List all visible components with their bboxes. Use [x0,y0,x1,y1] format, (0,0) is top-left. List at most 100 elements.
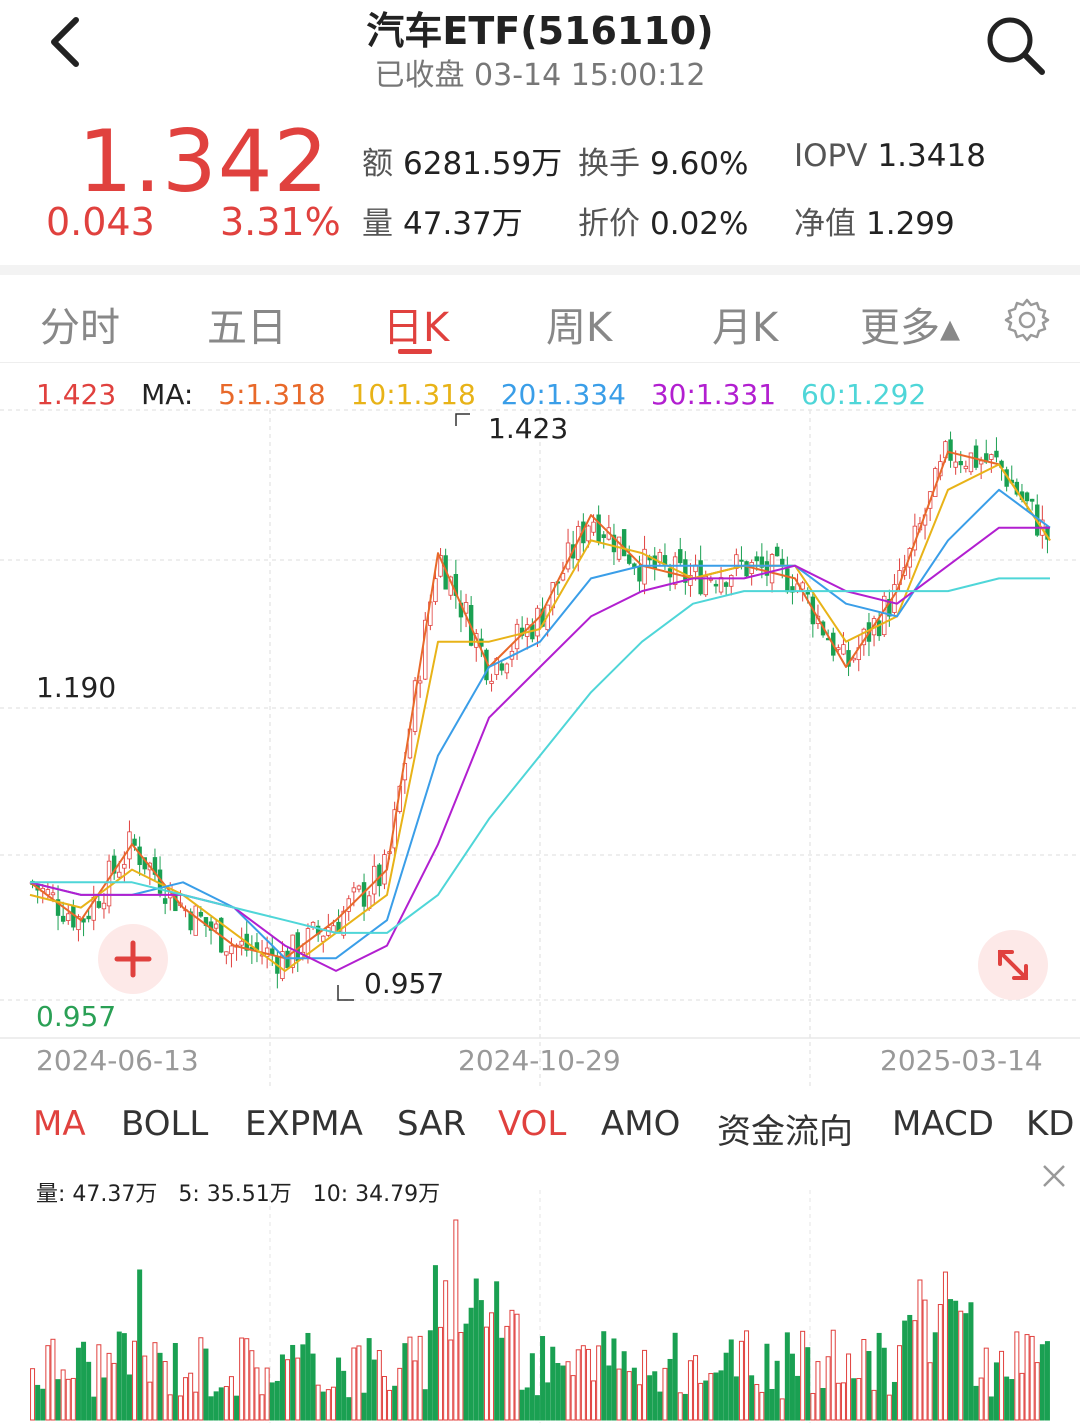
volume-bar [387,1389,393,1421]
indicator-tab-vol[interactable]: VOL [498,1104,567,1144]
search-button[interactable] [980,10,1050,80]
tab-more[interactable]: 更多▴ [860,305,961,351]
ma-legend-ma20: 20:1.334 [500,378,626,411]
volume-bar [657,1391,663,1421]
add-drawing-button[interactable] [98,924,168,994]
indicator-tab-macd[interactable]: MACD [892,1104,994,1144]
volume-bar [458,1332,464,1421]
tab-intraday[interactable]: 分时 [40,305,120,351]
volume-bar [320,1391,326,1421]
volume-bar [310,1353,316,1421]
volume-bar [815,1361,821,1421]
candle-body [713,583,719,587]
volume-bar [213,1391,219,1421]
search-icon [987,17,1045,75]
tab-daily-k[interactable]: 日K [383,305,450,351]
candle-body [356,885,362,890]
candle-body [989,454,994,460]
high-marker-line [455,413,470,426]
volume-bar [922,1299,928,1421]
volume-bar [672,1332,678,1421]
chart-settings-button[interactable] [1004,297,1050,343]
candle-body [769,554,775,584]
volume-bar [35,1384,41,1421]
fullscreen-button[interactable] [978,930,1048,1000]
volume-bar [397,1367,403,1421]
tab-weekly-k[interactable]: 周K [546,305,613,351]
candle-body [785,568,790,593]
volume-bar [183,1377,189,1421]
indicator-tab-sar[interactable]: SAR [397,1104,467,1144]
candle-body [417,680,423,684]
volume-bar [147,1381,153,1421]
indicator-tab-amo[interactable]: AMO [601,1104,681,1144]
volume-bar [269,1382,275,1421]
volume-bar [188,1372,194,1421]
volume-bar [550,1346,556,1421]
volume-bar [647,1375,653,1421]
volume-bar [371,1359,377,1421]
close-volume-button[interactable] [1038,1160,1070,1192]
back-button[interactable] [40,12,100,72]
volume-bar [427,1330,433,1421]
candle-body [764,561,770,576]
volume-bar [356,1345,362,1421]
volume-bar [738,1340,744,1421]
candle-body [968,452,974,473]
volume-bar [295,1357,301,1421]
volume-bar [285,1359,291,1421]
volume-bar [596,1345,602,1421]
volume-bar [453,1219,459,1421]
x-axis-label-mid: 2024-10-29 [458,1044,621,1077]
tab-monthly-k[interactable]: 月K [712,305,779,351]
volume-bar [693,1355,699,1421]
volume-bar [351,1347,357,1421]
volume-bar [708,1373,714,1421]
volume-legend-total: 量: 47.37万 [36,1182,158,1207]
volume-bar [55,1379,61,1421]
candle-body [963,465,969,470]
volume-bar [45,1345,51,1421]
volume-bar [121,1333,127,1421]
candle-body [800,582,805,590]
volume-bar [820,1387,826,1421]
volume-bar [978,1377,984,1421]
volume-bar [1034,1362,1040,1421]
volume-bar [438,1326,444,1421]
volume-bar [897,1345,903,1421]
y-axis-label-mid: 1.190 [36,671,116,704]
last-price: 1.342 [78,112,330,212]
volume-bar [764,1343,770,1421]
expand-icon [998,950,1028,980]
indicator-tab-expma[interactable]: EXPMA [245,1104,363,1144]
volume-bar [234,1395,240,1421]
tab-five-day[interactable]: 五日 [207,305,287,351]
volume-chart[interactable] [0,1190,1080,1423]
volume-bar [198,1337,204,1421]
candle-body [117,871,122,878]
volume-bar [560,1365,566,1421]
candle-body [601,534,606,539]
indicator-tab-kd[interactable]: KD [1026,1104,1075,1144]
volume-bar [1019,1372,1025,1421]
candlestick-chart[interactable]: 1.190 0.957 1.423 0.957 [0,370,1080,1090]
candle-body [948,439,953,461]
indicator-tab-boll[interactable]: BOLL [121,1104,209,1144]
volume-bar [152,1342,158,1421]
volume-bar [177,1395,183,1421]
candle-body [285,950,290,969]
volume-bar [723,1352,729,1421]
volume-bar [264,1367,270,1421]
candle-body [351,887,357,893]
volume-bar [540,1336,546,1421]
candle-body [224,951,229,956]
candle-body [331,925,336,933]
volume-bar [376,1350,382,1421]
stat-turnover-rate: 换手 9.60% [578,146,749,182]
stat-discount: 折价 0.02% [578,206,749,242]
indicator-tab-fund-flow[interactable]: 资金流向 [717,1112,853,1152]
candle-body [958,460,963,466]
indicator-tab-ma[interactable]: MA [33,1104,86,1144]
volume-bar [968,1302,974,1421]
price-change: 0.043 [46,200,155,244]
